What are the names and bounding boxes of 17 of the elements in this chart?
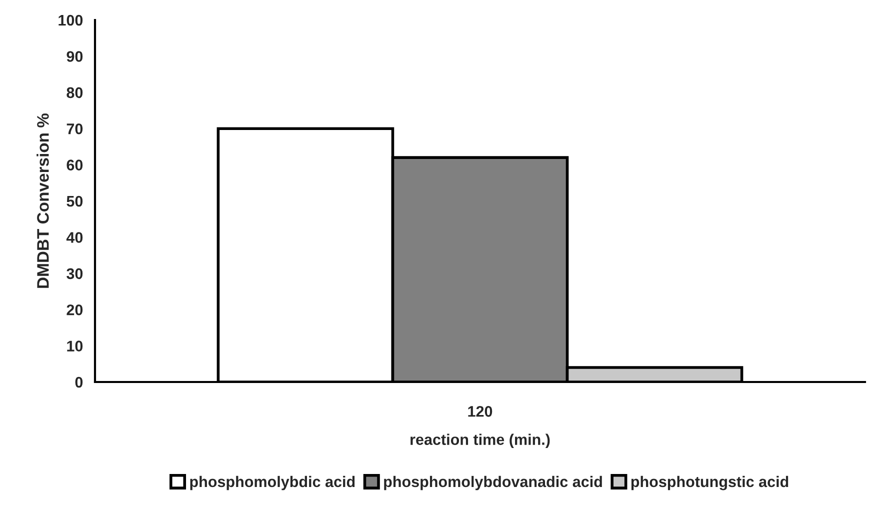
legend-label: phosphomolybdovanadic acid (384, 476, 602, 490)
y-tick-label: 0 (75, 376, 83, 388)
y-tick-label: 60 (66, 160, 83, 170)
x-tick-label: 120 (468, 406, 492, 417)
y-tick-label: 90 (66, 51, 83, 62)
y-tick-label: 50 (66, 196, 83, 207)
y-tick-label: 100 (58, 14, 83, 26)
y-tick-label: 70 (66, 123, 83, 134)
y-tick-label: 20 (66, 304, 83, 316)
x-axis-title: reaction time (min.) (410, 434, 550, 448)
legend-label: phosphomolybdic acid (190, 476, 355, 490)
y-tick-label: 30 (66, 268, 83, 280)
y-tick-label: 80 (66, 87, 83, 98)
y-tick-label: 10 (67, 340, 83, 352)
legend-label: phosphotungstic acid (631, 476, 788, 490)
y-axis-title: DMDBT Conversion % (36, 113, 49, 288)
y-tick-label: 40 (66, 232, 83, 243)
